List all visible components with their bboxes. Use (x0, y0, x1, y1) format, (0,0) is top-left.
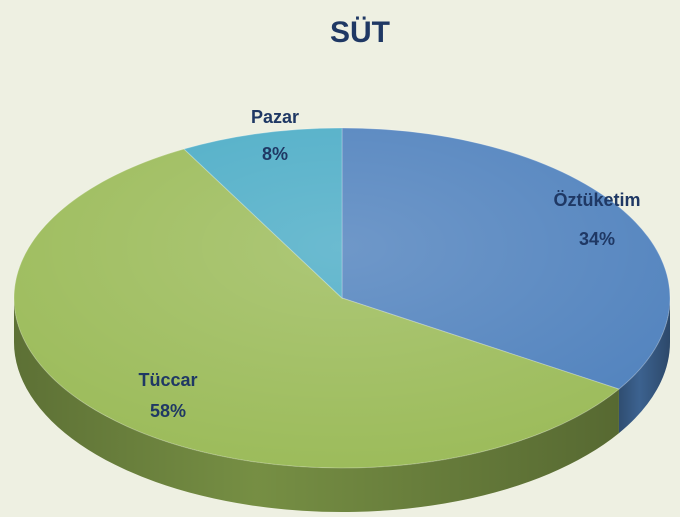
slice-value-label: 58% (150, 401, 186, 421)
slice-value-label: 8% (262, 144, 288, 164)
pie-side-shade (14, 298, 619, 512)
chart-title: SÜT (330, 16, 390, 49)
slice-label: Pazar (251, 107, 299, 127)
slice-value-label: 34% (579, 229, 615, 249)
slice-label: Tüccar (138, 370, 197, 390)
pie-side-shade (618, 298, 670, 434)
slice-label: Öztüketim (553, 190, 640, 210)
pie-gloss (14, 128, 670, 468)
